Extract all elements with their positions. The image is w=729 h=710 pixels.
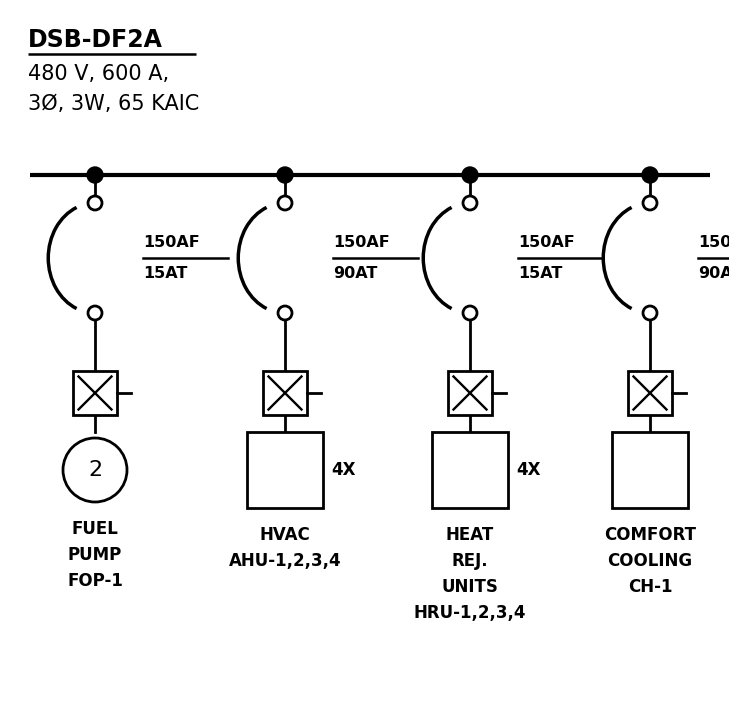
Text: HVAC: HVAC <box>260 526 311 544</box>
Circle shape <box>278 306 292 320</box>
Text: HRU-1,2,3,4: HRU-1,2,3,4 <box>414 604 526 622</box>
Text: COMFORT: COMFORT <box>604 526 696 544</box>
Bar <box>247 432 323 508</box>
Circle shape <box>87 167 103 183</box>
Text: 150AF: 150AF <box>698 235 729 250</box>
Bar <box>612 432 688 508</box>
Text: 150AF: 150AF <box>143 235 200 250</box>
Text: 90AT: 90AT <box>698 266 729 281</box>
Circle shape <box>643 306 657 320</box>
Circle shape <box>463 196 477 210</box>
Text: 3Ø, 3W, 65 KAIC: 3Ø, 3W, 65 KAIC <box>28 94 199 114</box>
Circle shape <box>63 438 127 502</box>
Text: 150AF: 150AF <box>518 235 574 250</box>
Circle shape <box>643 196 657 210</box>
Text: 480 V, 600 A,: 480 V, 600 A, <box>28 64 169 84</box>
Text: CH-1: CH-1 <box>628 578 672 596</box>
Text: REJ.: REJ. <box>452 552 488 570</box>
Text: DSB-DF2A: DSB-DF2A <box>28 28 163 52</box>
Circle shape <box>278 196 292 210</box>
Text: 150AF: 150AF <box>333 235 390 250</box>
Bar <box>263 371 307 415</box>
Text: 4X: 4X <box>516 461 540 479</box>
Bar <box>628 371 672 415</box>
Text: 4X: 4X <box>331 461 356 479</box>
Circle shape <box>463 306 477 320</box>
Text: HEAT: HEAT <box>446 526 494 544</box>
Text: FOP-1: FOP-1 <box>67 572 123 590</box>
Text: UNITS: UNITS <box>442 578 499 596</box>
Text: 15AT: 15AT <box>143 266 187 281</box>
Circle shape <box>88 306 102 320</box>
Text: AHU-1,2,3,4: AHU-1,2,3,4 <box>229 552 341 570</box>
Text: COOLING: COOLING <box>607 552 693 570</box>
Circle shape <box>277 167 293 183</box>
Text: 2: 2 <box>88 460 102 480</box>
Circle shape <box>88 196 102 210</box>
Circle shape <box>462 167 478 183</box>
Bar <box>432 432 508 508</box>
Bar <box>73 371 117 415</box>
Text: PUMP: PUMP <box>68 546 122 564</box>
Circle shape <box>642 167 658 183</box>
Text: FUEL: FUEL <box>71 520 118 538</box>
Text: 90AT: 90AT <box>333 266 378 281</box>
Bar <box>448 371 492 415</box>
Text: 15AT: 15AT <box>518 266 562 281</box>
